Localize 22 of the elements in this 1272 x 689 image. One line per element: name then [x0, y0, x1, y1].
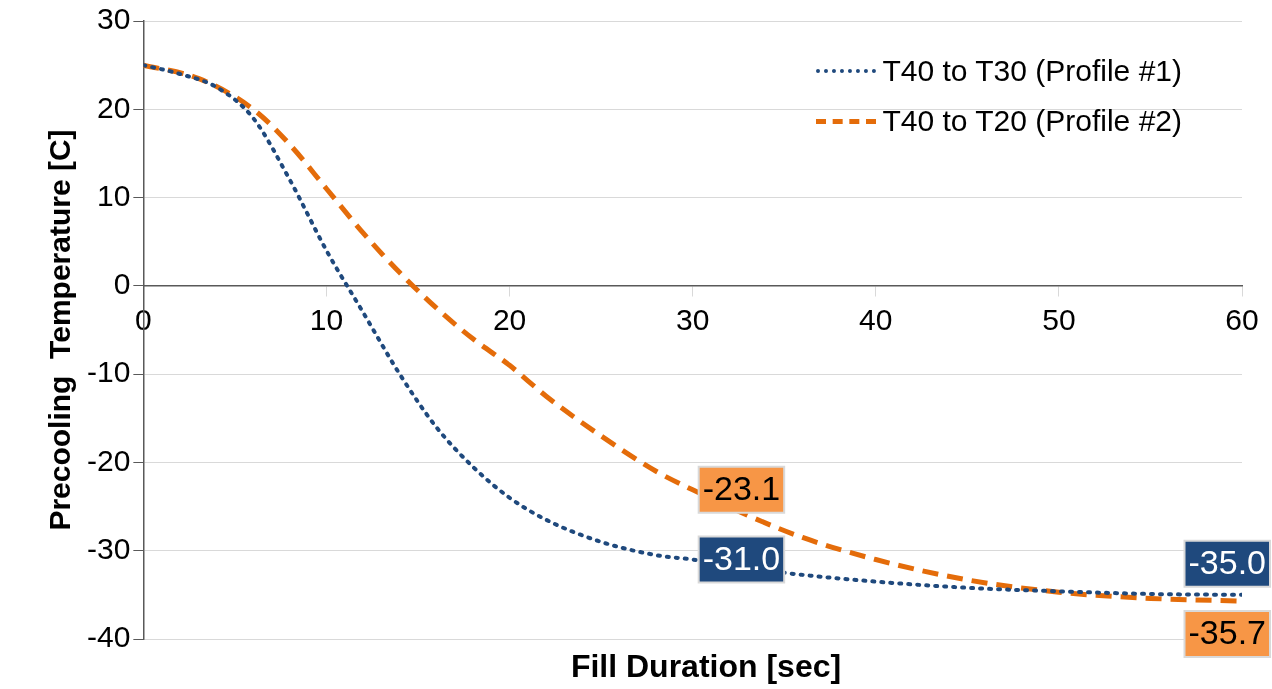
x-tick-label: 10 — [309, 303, 344, 337]
data-label: -35.0 — [1188, 543, 1266, 582]
y-tick-label: 20 — [96, 90, 131, 124]
y-tick-label: 30 — [96, 2, 131, 36]
y-tick-label: -40 — [87, 620, 131, 654]
x-tick-label: 20 — [492, 303, 527, 337]
x-tick-label: 40 — [859, 303, 893, 337]
y-tick-label: -20 — [87, 443, 131, 477]
y-tick-label: 0 — [113, 267, 131, 301]
y-tick-label: 10 — [96, 178, 131, 212]
data-label: -31.0 — [702, 538, 781, 577]
data-label: -35.7 — [1188, 613, 1266, 652]
x-tick-label: 60 — [1225, 303, 1259, 337]
y-tick-label: -10 — [87, 355, 131, 389]
legend-label: T40 to T20 (Profile #2) — [882, 103, 1182, 139]
legend-label: T40 to T30 (Profile #1) — [882, 53, 1182, 89]
x-axis-title: Fill Duration [sec] — [570, 648, 842, 684]
y-tick-label: -30 — [87, 531, 131, 565]
data-label: -23.1 — [702, 469, 781, 508]
x-tick-label: 50 — [1042, 303, 1076, 337]
x-tick-label: 30 — [675, 303, 710, 337]
y-axis-title: Precooling Temperature [C] — [43, 129, 77, 531]
